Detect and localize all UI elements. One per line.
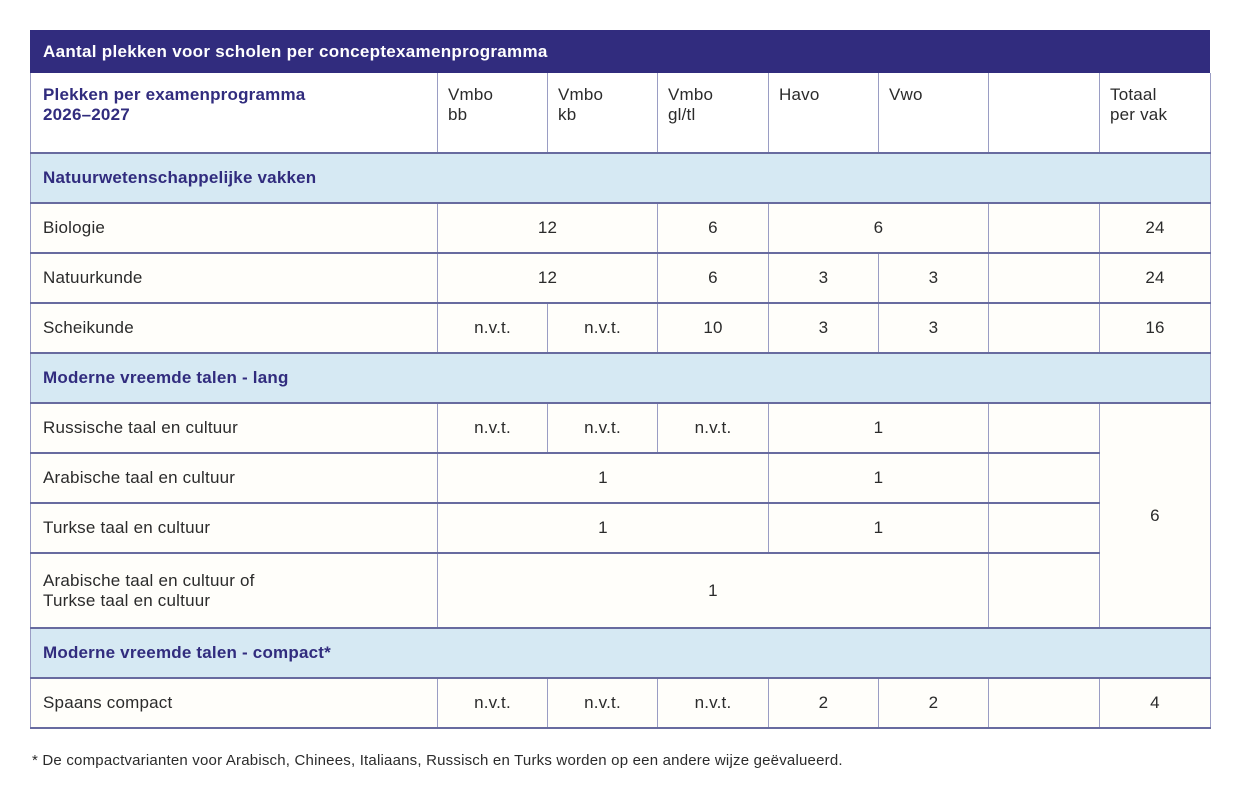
arabisch-of-turks-empty-cell	[988, 552, 1100, 629]
natuurkunde-empty-cell	[988, 252, 1100, 304]
biologie-empty-cell	[988, 202, 1100, 254]
section-row-natuurwetenschappelijke-vakken: Natuurwetenschappelijke vakken	[30, 152, 1211, 204]
col-header-empty	[988, 73, 1100, 154]
spaans-vmbo-gltl-value: n.v.t.	[657, 677, 769, 729]
exam-places-table: Plekken per examenprogramma 2026–2027 Vm…	[30, 73, 1211, 729]
col-header-vwo: Vwo	[878, 73, 989, 154]
spaans-vmbo-kb-value: n.v.t.	[547, 677, 658, 729]
spaans-empty-cell	[988, 677, 1100, 729]
mvt-lang-totaal-value: 6	[1099, 402, 1211, 629]
natuurkunde-vwo-value: 3	[878, 252, 989, 304]
arabisch-empty-cell	[988, 452, 1100, 504]
col-header-totaal-per-vak: Totaal per vak	[1099, 73, 1211, 154]
scheikunde-vmbo-kb-value: n.v.t.	[547, 302, 658, 354]
turks-havo-vwo-value: 1	[768, 502, 989, 554]
arabisch-of-turks-alle-niveaus-value: 1	[437, 552, 989, 629]
table-row-turkse-taal: Turkse taal en cultuur 1 1	[30, 502, 1211, 554]
table-row-russische-taal: Russische taal en cultuur n.v.t. n.v.t. …	[30, 402, 1211, 629]
row-label-scheikunde: Scheikunde	[30, 302, 438, 354]
natuurkunde-havo-value: 3	[768, 252, 879, 304]
table-row-scheikunde: Scheikunde n.v.t. n.v.t. 10 3 3 16	[30, 302, 1211, 354]
row-label-arabische-taal: Arabische taal en cultuur	[30, 452, 438, 504]
row-label-natuurkunde: Natuurkunde	[30, 252, 438, 304]
row-label-biologie: Biologie	[30, 202, 438, 254]
spaans-totaal-value: 4	[1099, 677, 1211, 729]
spaans-vmbo-bb-value: n.v.t.	[437, 677, 548, 729]
russisch-havo-vwo-value: 1	[768, 402, 989, 454]
scheikunde-vmbo-bb-value: n.v.t.	[437, 302, 548, 354]
col-header-havo: Havo	[768, 73, 879, 154]
section-title-moderne-vreemde-talen-compact: Moderne vreemde talen - compact*	[30, 627, 1211, 679]
scheikunde-havo-value: 3	[768, 302, 879, 354]
footnote: * De compactvarianten voor Arabisch, Chi…	[32, 752, 843, 769]
table-row-arabische-taal: Arabische taal en cultuur 1 1	[30, 452, 1211, 504]
natuurkunde-vmbo-gltl-value: 6	[657, 252, 769, 304]
col-header-vmbo-bb: Vmbo bb	[437, 73, 548, 154]
scheikunde-vwo-value: 3	[878, 302, 989, 354]
row-label-arabisch-of-turks: Arabische taal en cultuur of Turkse taal…	[30, 552, 438, 629]
table-row-spaans-compact: Spaans compact n.v.t. n.v.t. n.v.t. 2 2 …	[30, 677, 1211, 729]
spaans-havo-value: 2	[768, 677, 879, 729]
biologie-havo-vwo-value: 6	[768, 202, 989, 254]
exam-places-table-container: Aantal plekken voor scholen per concepte…	[30, 30, 1211, 729]
natuurkunde-vmbo-bb-kb-value: 12	[437, 252, 658, 304]
biologie-totaal-value: 24	[1099, 202, 1211, 254]
russisch-vmbo-kb-value: n.v.t.	[547, 402, 658, 454]
row-label-spaans-compact: Spaans compact	[30, 677, 438, 729]
col-header-vmbo-gltl: Vmbo gl/tl	[657, 73, 769, 154]
col-header-plekken-per-examenprogramma: Plekken per examenprogramma 2026–2027	[30, 73, 438, 154]
arabisch-vmbo-value: 1	[437, 452, 769, 504]
row-label-turkse-taal: Turkse taal en cultuur	[30, 502, 438, 554]
column-header-row: Plekken per examenprogramma 2026–2027 Vm…	[30, 73, 1211, 154]
scheikunde-vmbo-gltl-value: 10	[657, 302, 769, 354]
col-header-vmbo-kb: Vmbo kb	[547, 73, 658, 154]
scheikunde-empty-cell	[988, 302, 1100, 354]
scheikunde-totaal-value: 16	[1099, 302, 1211, 354]
biologie-vmbo-bb-kb-value: 12	[437, 202, 658, 254]
russisch-vmbo-gltl-value: n.v.t.	[657, 402, 769, 454]
table-row-biologie: Biologie 12 6 6 24	[30, 202, 1211, 254]
arabisch-havo-vwo-value: 1	[768, 452, 989, 504]
spaans-vwo-value: 2	[878, 677, 989, 729]
russisch-vmbo-bb-value: n.v.t.	[437, 402, 548, 454]
turks-empty-cell	[988, 502, 1100, 554]
turks-vmbo-value: 1	[437, 502, 769, 554]
section-row-moderne-vreemde-talen-lang: Moderne vreemde talen - lang	[30, 352, 1211, 404]
table-row-arabisch-of-turks: Arabische taal en cultuur of Turkse taal…	[30, 552, 1211, 629]
section-title-moderne-vreemde-talen-lang: Moderne vreemde talen - lang	[30, 352, 1211, 404]
section-title-natuurwetenschappelijke-vakken: Natuurwetenschappelijke vakken	[30, 152, 1211, 204]
natuurkunde-totaal-value: 24	[1099, 252, 1211, 304]
row-label-russische-taal: Russische taal en cultuur	[30, 402, 438, 454]
table-row-natuurkunde: Natuurkunde 12 6 3 3 24	[30, 252, 1211, 304]
table-title: Aantal plekken voor scholen per concepte…	[30, 30, 1210, 73]
russisch-empty-cell	[988, 402, 1100, 454]
section-row-moderne-vreemde-talen-compact: Moderne vreemde talen - compact*	[30, 627, 1211, 679]
biologie-vmbo-gltl-value: 6	[657, 202, 769, 254]
